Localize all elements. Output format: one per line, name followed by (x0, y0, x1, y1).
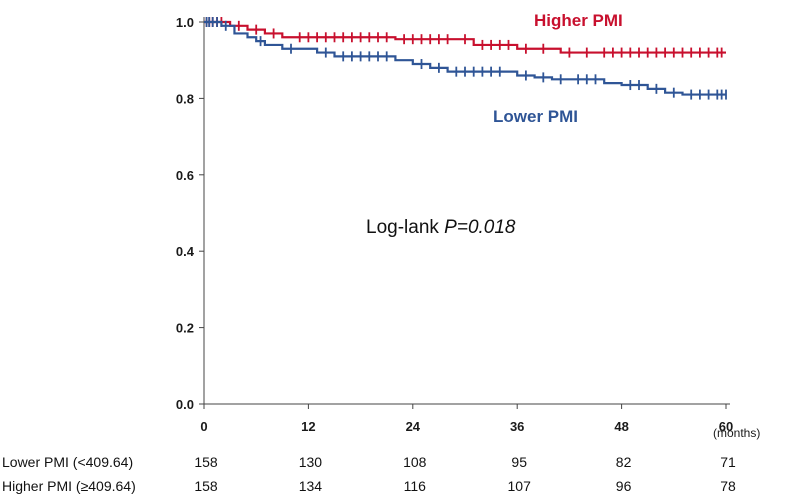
risk-row-label: Lower PMI (<409.64) (2, 454, 133, 470)
axis-ticks: 0.0 0.2 0.4 0.6 0.8 1.0 0 12 24 36 48 60 (176, 15, 733, 434)
x-tick-label: 12 (301, 419, 315, 434)
y-tick-label: 0.6 (176, 168, 194, 183)
risk-count: 107 (508, 478, 532, 494)
log-rank-prefix: Log-lank (366, 217, 444, 238)
risk-count: 82 (616, 454, 632, 470)
x-tick-label: 0 (200, 419, 207, 434)
risk-count: 78 (720, 478, 736, 494)
risk-row-label: Higher PMI (≥409.64) (2, 478, 136, 494)
risk-count: 95 (511, 454, 527, 470)
risk-count: 130 (299, 454, 323, 470)
y-tick-label: 0.4 (176, 244, 195, 259)
risk-count: 116 (404, 478, 427, 494)
y-tick-label: 1.0 (176, 15, 194, 30)
x-units-label: (months) (713, 426, 760, 440)
x-tick-label: 36 (510, 419, 524, 434)
x-tick-label: 24 (406, 419, 421, 434)
p-value: P=0.018 (444, 217, 516, 238)
y-tick-label: 0.2 (176, 321, 194, 336)
risk-count: 71 (720, 454, 736, 470)
risk-count: 96 (616, 478, 632, 494)
y-tick-label: 0.0 (176, 397, 194, 412)
survival-curve-higher-pmi (204, 20, 726, 54)
x-tick-label: 60 (719, 419, 733, 434)
risk-count: 134 (299, 478, 323, 494)
risk-table: Lower PMI (<409.64) 158 130 108 95 82 71 Higher… (2, 454, 736, 494)
risk-count: 108 (403, 454, 427, 470)
log-rank-annotation: Log-lank P=0.018 (366, 217, 516, 238)
legend-label-higher-pmi: Higher PMI (534, 11, 623, 30)
risk-count: 158 (194, 454, 218, 470)
x-tick-label: 48 (614, 419, 628, 434)
legend-label-lower-pmi: Lower PMI (493, 107, 578, 126)
y-tick-label: 0.8 (176, 91, 194, 106)
survival-curves (204, 17, 727, 100)
risk-count: 158 (194, 478, 218, 494)
